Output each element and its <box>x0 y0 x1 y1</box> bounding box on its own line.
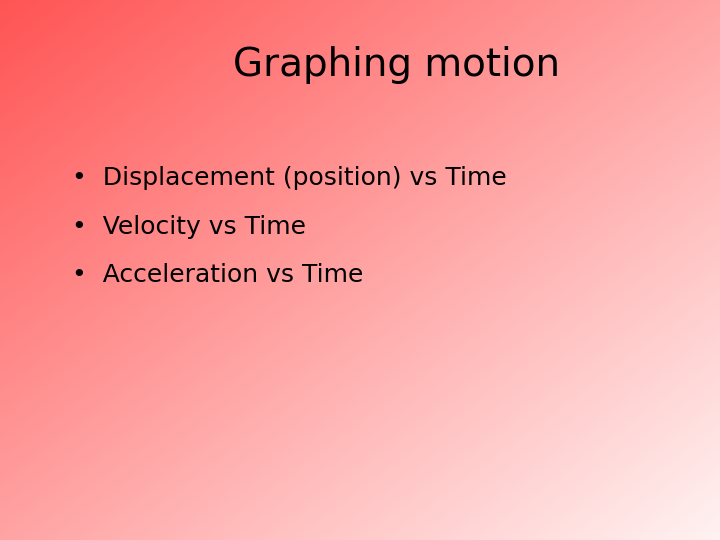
Text: •  Velocity vs Time: • Velocity vs Time <box>72 215 306 239</box>
Text: •  Acceleration vs Time: • Acceleration vs Time <box>72 264 364 287</box>
Text: Graphing motion: Graphing motion <box>233 46 559 84</box>
Text: •  Displacement (position) vs Time: • Displacement (position) vs Time <box>72 166 507 190</box>
